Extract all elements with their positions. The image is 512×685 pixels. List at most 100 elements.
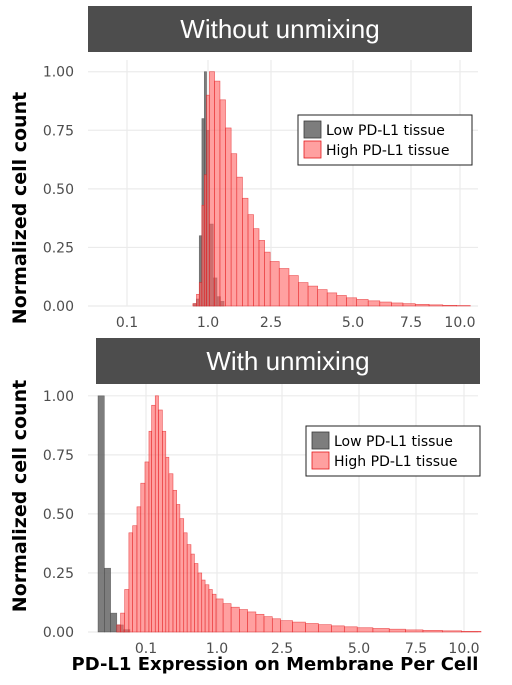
histogram-bar (120, 612, 125, 633)
histogram-bar (204, 584, 210, 633)
y-tick-label: 0.25 (43, 566, 74, 582)
y-tick-label: 0.25 (43, 240, 74, 256)
panel-title-without-unmixing: Without unmixing (88, 6, 472, 52)
legend-box (297, 114, 473, 166)
y-tick-label: 0.75 (43, 448, 74, 464)
histogram-bar (422, 630, 443, 633)
histogram-bar (192, 303, 197, 307)
histogram-bar (402, 303, 416, 307)
histogram-bar (128, 532, 133, 633)
histogram-bar (214, 80, 221, 307)
histogram-bar (196, 293, 200, 307)
histogram-bar (219, 99, 226, 307)
histogram-bar (140, 482, 146, 633)
histogram-bar (428, 304, 444, 307)
series-high (116, 395, 482, 633)
histogram-bar (198, 282, 203, 307)
histogram-bar (162, 430, 167, 633)
y-tick-label: 1.00 (43, 389, 74, 405)
histogram-bar (124, 589, 130, 633)
histogram-bar (292, 621, 306, 633)
histogram-bar (305, 623, 319, 633)
x-axis-label: PD-L1 Expression on Membrane Per Cell (71, 654, 479, 675)
histogram-bar (331, 625, 345, 633)
histogram-bar (154, 395, 159, 633)
histogram-bar (212, 593, 217, 633)
histogram-bar (461, 630, 482, 633)
series-high (192, 71, 471, 307)
x-tick-label: 2.5 (260, 315, 282, 331)
panel-title-with-unmixing: With unmixing (96, 338, 480, 384)
histogram-bar (442, 304, 457, 307)
legend-label: Low PD-L1 tissue (334, 434, 453, 450)
histogram-bar (278, 268, 290, 307)
histogram-bar (225, 127, 232, 307)
histogram-bar (201, 204, 205, 307)
histogram-bar (247, 214, 254, 307)
histogram-bar (255, 613, 265, 633)
histogram-bar (298, 282, 309, 307)
histogram-bar (236, 176, 243, 307)
histogram-bar (388, 628, 406, 633)
histogram-bar (136, 506, 142, 633)
legend-label: High PD-L1 tissue (326, 143, 450, 159)
histogram-bar (269, 261, 280, 307)
histogram-bar (201, 579, 206, 633)
histogram-bar (230, 606, 240, 633)
x-tick-label: 10.0 (444, 315, 475, 331)
x-tick-label: 1.0 (206, 641, 228, 656)
histogram-bar (317, 289, 328, 307)
histogram-without-unmixing: 0.00 0.25 0.50 0.75 1.00 0.1 1.0 2.5 5.0 7.5 10.0 L… (43, 60, 478, 331)
histogram-bar (441, 630, 462, 633)
x-tick-label: 1.0 (197, 315, 219, 331)
histogram-bar (190, 553, 195, 633)
legend-key-high (303, 140, 322, 159)
legend: Low PD-L1 tissue High PD-L1 tissue (297, 114, 473, 166)
histogram-bar (179, 518, 185, 633)
x-tick-label: 5.0 (342, 315, 364, 331)
histogram-bar (148, 430, 152, 633)
histogram-bar (186, 544, 192, 633)
histogram-bar (318, 624, 332, 633)
histogram-bar (194, 563, 199, 633)
y-tick-label: 0.50 (43, 182, 74, 198)
histogram-bar (343, 626, 358, 633)
histogram-bar (206, 94, 210, 307)
histogram-bar (239, 609, 248, 633)
histogram-bar (158, 409, 163, 633)
histogram-bar (356, 299, 369, 307)
histogram-bar (203, 174, 207, 307)
y-tick-label: 0.50 (43, 507, 74, 523)
histogram-bar (258, 240, 265, 307)
histogram-bar (271, 618, 281, 633)
y-tick-label: 0.75 (43, 123, 74, 139)
histogram-bar (215, 598, 224, 633)
y-tick-label: 0.00 (43, 625, 74, 641)
legend-key-low (303, 120, 322, 139)
histogram-bar (208, 589, 213, 633)
histogram-bar (253, 228, 260, 307)
histogram-bar (172, 489, 177, 633)
histogram-bar (144, 461, 150, 633)
x-tick-label: 0.1 (135, 641, 157, 656)
y-tick-label: 0.00 (43, 299, 74, 315)
histogram-bar (242, 197, 249, 307)
histogram-bar (356, 627, 374, 633)
histogram-bar (183, 532, 188, 633)
histogram-with-unmixing: 0.00 0.25 0.50 0.75 1.00 0.1 1.0 2.5 5.0 7.5 10.0 L… (43, 384, 482, 656)
grid (88, 60, 478, 307)
x-tick-label: 2.5 (271, 641, 293, 656)
legend-label: High PD-L1 tissue (334, 454, 458, 470)
plot-area (88, 60, 478, 306)
histogram-bar (104, 567, 111, 633)
y-tick-label: 1.00 (43, 65, 74, 81)
legend-key-low (311, 431, 330, 450)
histogram-bar (264, 251, 271, 307)
histogram-bar (263, 616, 273, 633)
histogram-bar (280, 620, 293, 633)
histogram-bar (367, 300, 381, 307)
histogram-bar (97, 395, 105, 633)
legend-box (305, 425, 481, 477)
histogram-bar (116, 624, 121, 633)
